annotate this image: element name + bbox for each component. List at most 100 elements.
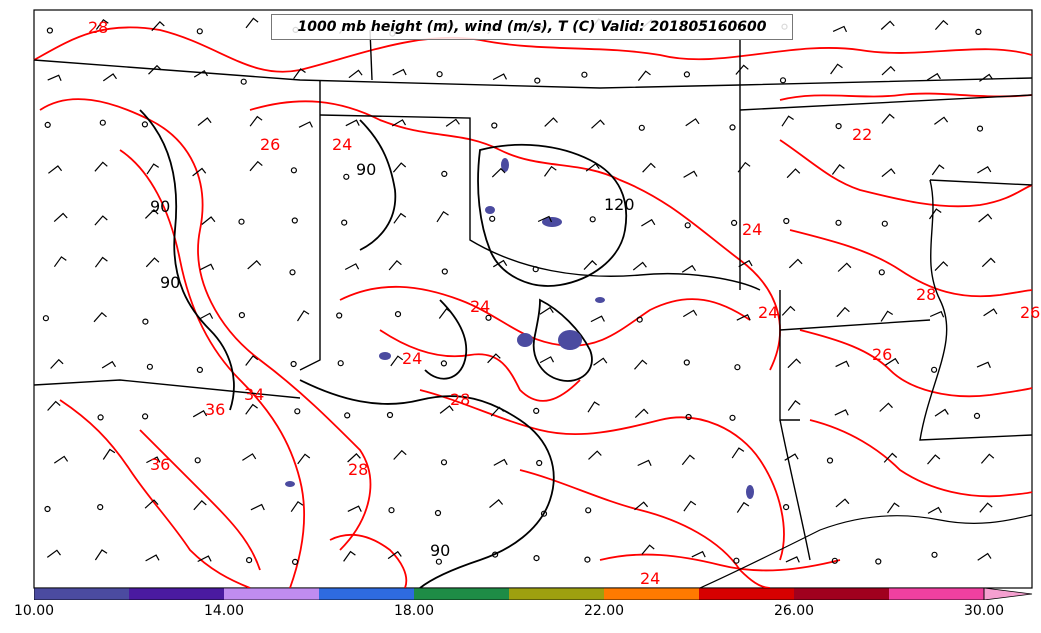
wind-barb-icon — [388, 259, 402, 271]
wind-barb-icon — [927, 506, 942, 514]
temp-label: 36 — [205, 400, 225, 419]
calm-wind-icon — [196, 366, 203, 373]
wind-barb-icon — [980, 453, 995, 464]
wind-barb-icon — [445, 118, 460, 127]
wind-barb-icon — [145, 554, 160, 562]
calm-wind-icon — [343, 173, 350, 180]
calm-wind-icon — [835, 219, 842, 226]
temp-label: 26 — [872, 345, 892, 364]
calm-wind-icon — [683, 359, 690, 366]
calm-wind-icon — [973, 412, 981, 419]
wind-barb-icon — [387, 550, 402, 560]
wind-barb-icon — [634, 359, 648, 370]
wind-barb-icon — [492, 73, 508, 81]
wind-barb-icon — [347, 453, 361, 463]
calm-wind-icon — [783, 217, 790, 225]
wind-barb-icon — [492, 259, 508, 268]
colorbar-tick-label: 22.00 — [583, 603, 625, 619]
wind-barb-icon — [347, 505, 362, 512]
wind-barb-icon — [929, 208, 942, 220]
colorbar-bin — [129, 588, 224, 600]
wind-barb-icon — [781, 305, 796, 316]
calm-wind-icon — [589, 216, 596, 223]
calm-wind-icon — [533, 407, 540, 414]
calm-wind-icon — [685, 413, 692, 421]
calm-wind-icon — [141, 121, 148, 128]
colorbar-extend-arrow — [983, 588, 1033, 600]
calm-wind-icon — [44, 505, 51, 513]
colorbar-bin — [509, 588, 604, 600]
wind-barb-icon — [544, 117, 558, 127]
wind-barb-icon — [642, 162, 656, 173]
wind-barb-icon — [632, 261, 647, 271]
wind-barb-icon — [242, 453, 257, 461]
wind-barb-icon — [537, 215, 553, 223]
contour-labels: 28 26 24 22 24 24 28 36 34 36 28 24 26 2… — [88, 18, 1040, 588]
wind-barb-icon — [931, 164, 945, 176]
state-borders — [33, 29, 1033, 561]
wind-barb-icon — [682, 309, 698, 318]
wind-barb-icon — [737, 161, 751, 173]
wind-barb-icon — [835, 498, 850, 508]
height-label: 90 — [150, 197, 170, 216]
temp-label: 24 — [758, 303, 778, 322]
wind-barb-icon — [197, 117, 212, 126]
wind-barb-icon — [691, 550, 706, 558]
wind-barb-icon — [880, 310, 894, 322]
wind-barb-icon — [439, 405, 454, 414]
calm-wind-icon — [435, 558, 442, 565]
calm-wind-icon — [434, 509, 442, 517]
calm-wind-icon — [730, 219, 738, 226]
calm-wind-icon — [636, 316, 643, 323]
wind-barb-icon — [831, 164, 845, 175]
calm-wind-icon — [290, 167, 297, 174]
calm-wind-icon — [341, 219, 348, 226]
calm-wind-icon — [289, 269, 296, 276]
wind-barb-icon — [393, 212, 407, 224]
wind-barb-icon — [298, 121, 313, 128]
wind-barb-icon — [683, 170, 698, 178]
wind-barb-icon — [197, 555, 212, 563]
wind-barb-icon — [46, 549, 61, 558]
calm-wind-icon — [386, 411, 394, 419]
calm-wind-icon — [581, 71, 588, 78]
calm-wind-icon — [540, 510, 548, 517]
wind-barb-icon — [491, 167, 506, 178]
colorbar-tick-label: 26.00 — [773, 603, 815, 619]
colorbar-tick-label: 14.00 — [203, 603, 245, 619]
calm-wind-icon — [246, 556, 253, 564]
wind-barb-icon — [588, 450, 602, 460]
wind-barb-icon — [438, 308, 452, 319]
wind-barb-icon — [198, 312, 214, 320]
wind-barb-icon — [835, 360, 850, 368]
wind-barb-icon — [731, 447, 745, 459]
wind-barb-icon — [637, 70, 651, 81]
colorbar-bin — [604, 588, 699, 600]
colorbar-bin — [34, 588, 129, 600]
wind-barb-icon — [832, 25, 848, 33]
wind-barb-icon — [978, 213, 993, 223]
calm-wind-icon — [536, 459, 543, 467]
colorbar-bin — [699, 588, 794, 600]
map-frame — [33, 9, 1033, 589]
height-contours — [139, 109, 628, 589]
calm-wind-icon — [441, 170, 448, 177]
wind-barb-icon — [345, 119, 360, 127]
calm-wind-icon — [240, 78, 247, 85]
temp-label: 22 — [852, 125, 872, 144]
wind-barb-icon — [94, 549, 108, 561]
wind-barb-icon — [192, 167, 207, 177]
calm-wind-icon — [684, 222, 691, 229]
calm-wind-icon — [585, 507, 592, 514]
wind-barb-icon — [634, 408, 649, 419]
wind-barb-icon — [53, 256, 67, 268]
wind-barb-icon — [53, 212, 68, 223]
wind-barb-icon — [880, 20, 895, 30]
calm-wind-icon — [683, 71, 691, 78]
temp-label: 26 — [1020, 303, 1040, 322]
calm-wind-icon — [97, 504, 104, 511]
wind-barb-icon — [981, 257, 996, 268]
height-label: 120 — [604, 195, 635, 214]
wind-barb-icon — [489, 499, 504, 509]
wind-barb-icon — [738, 259, 753, 268]
